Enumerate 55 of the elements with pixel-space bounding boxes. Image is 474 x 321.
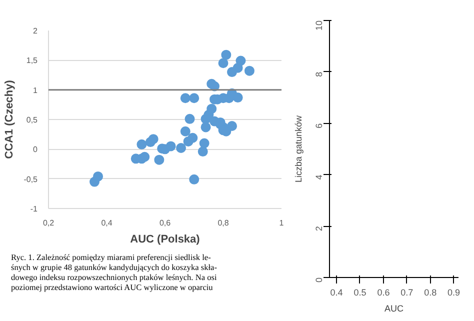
- y-tick-label: 6: [314, 123, 324, 128]
- point: [180, 93, 190, 104]
- x-tick-label: 0.6: [377, 288, 390, 298]
- x-tick-label: 0,4: [101, 218, 113, 228]
- x-axis-title: AUC: [384, 304, 404, 314]
- y-tick-label: 2: [314, 226, 324, 232]
- point: [148, 134, 158, 144]
- point: [221, 50, 232, 60]
- point: [199, 138, 210, 148]
- point: [189, 93, 200, 104]
- x-tick-label: 0,6: [159, 218, 172, 228]
- point: [176, 142, 186, 153]
- x-tick-label: 0.5: [354, 288, 366, 298]
- point: [93, 171, 104, 182]
- point: [136, 139, 147, 150]
- y-tick-label: 0: [33, 145, 38, 154]
- x-tick-label: 0.9: [448, 288, 460, 298]
- text: dowego indeksu rozpowszechnionych ptaków leśnych. Na osi: [11, 273, 217, 282]
- x-tick-label: 0,8: [218, 218, 230, 228]
- point: [140, 152, 150, 162]
- point: [206, 104, 217, 114]
- y-tick-label: -1: [30, 204, 38, 214]
- text: śnych w grupie 48 gatunków kandydujących do koszyka skła-: [11, 263, 217, 272]
- text: Ryc. 1. Zależność pomiędzy miarami preferencji siedlisk le-: [11, 253, 211, 262]
- y-tick-label: 2: [33, 26, 38, 36]
- x-tick-label: 0,2: [42, 218, 55, 228]
- point: [218, 58, 228, 68]
- point: [232, 92, 243, 103]
- y-axis-title: Liczba gatunków: [294, 114, 304, 183]
- x-tick-label: 1: [279, 218, 284, 228]
- point: [198, 146, 208, 157]
- text: poziomej przedstawiono wartości AUC wyliczone w oparciu: [11, 283, 213, 292]
- point: [189, 174, 200, 184]
- x-tick-label: 0.4: [330, 288, 343, 298]
- y-tick-label: 1: [33, 86, 38, 95]
- point: [184, 114, 195, 124]
- point: [244, 66, 254, 76]
- y-tick-label: 0,5: [26, 116, 38, 124]
- y-tick-label: 0: [314, 277, 324, 283]
- y-tick-label: -0,5: [24, 174, 38, 184]
- point: [154, 154, 164, 165]
- y-axis-title: CCA1 (Czechy): [4, 80, 16, 159]
- point: [188, 132, 198, 143]
- x-tick-label: 0.7: [400, 288, 414, 298]
- point: [226, 121, 237, 132]
- y-tick-label: 1,5: [26, 56, 38, 66]
- y-tick-label: 10: [314, 20, 324, 31]
- y-tick-label: 8: [314, 72, 324, 77]
- x-tick-label: 0.8: [424, 288, 437, 298]
- y-tick-label: 4: [314, 174, 324, 180]
- point: [236, 56, 246, 66]
- point: [200, 122, 211, 132]
- x-axis-title: AUC (Polska): [130, 234, 200, 246]
- point: [166, 141, 176, 152]
- point: [180, 126, 190, 136]
